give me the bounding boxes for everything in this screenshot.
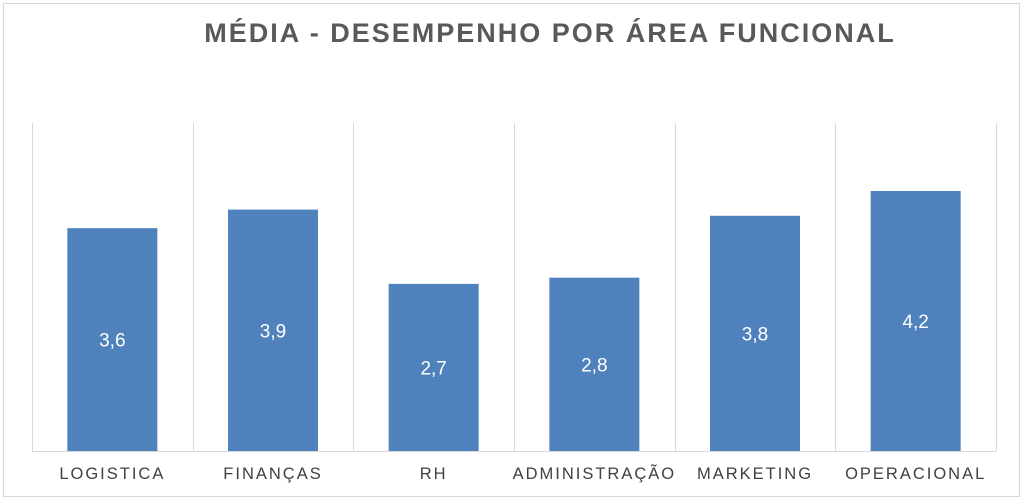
category-label: ADMINISTRAÇÃO [513,463,677,483]
bar-finanças [228,209,318,451]
category-label: OPERACIONAL [845,465,986,483]
bar-rh [388,283,479,451]
grid-layer [32,123,997,452]
data-label: 2,7 [420,358,446,379]
data-label: 4,2 [902,312,928,333]
category-axis: LOGISTICA FINANÇAS RH ADMINISTRAÇÃO MARKETIN… [59,463,986,483]
bar-operacional [870,191,961,451]
chart-frame [3,3,1020,497]
category-label: LOGISTICA [59,465,165,483]
bars-layer [67,191,961,451]
category-label: MARKETING [697,465,813,483]
bar-marketing [710,215,800,451]
chart-title: MÉDIA - DESEMPENHO POR ÁREA FUNCIONAL [204,18,896,48]
data-labels-layer: 3,6 3,9 2,7 2,8 3,8 4,2 [99,312,929,379]
category-label: RH [420,465,448,483]
bar-administração [549,277,640,451]
data-label: 3,9 [260,321,286,342]
category-label: FINANÇAS [223,465,322,483]
data-label: 3,6 [99,331,125,352]
data-label: 3,8 [742,324,768,345]
bar-logistica [67,228,158,451]
data-label: 2,8 [581,355,607,376]
